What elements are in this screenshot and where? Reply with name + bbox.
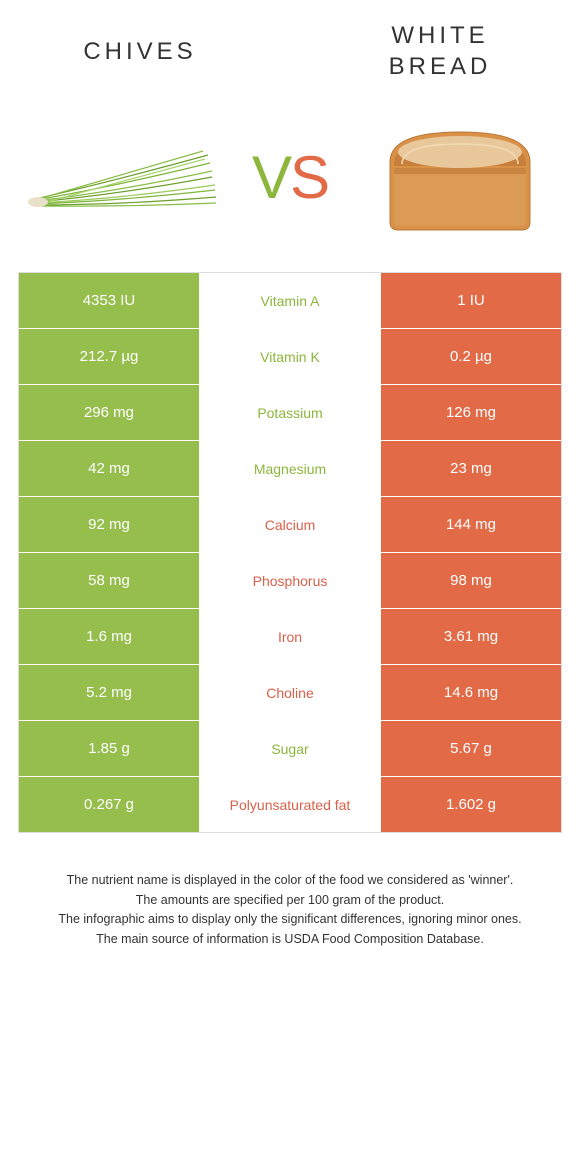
left-value: 1.6 mg bbox=[19, 609, 199, 664]
right-value: 23 mg bbox=[381, 441, 561, 496]
nutrient-label: Vitamin K bbox=[199, 329, 381, 384]
left-value: 4353 IU bbox=[19, 273, 199, 328]
right-value: 5.67 g bbox=[381, 721, 561, 776]
nutrient-label: Vitamin A bbox=[199, 273, 381, 328]
footer-line-3: The infographic aims to display only the… bbox=[18, 910, 562, 929]
table-row: 5.2 mgCholine14.6 mg bbox=[19, 664, 561, 720]
left-value: 212.7 µg bbox=[19, 329, 199, 384]
table-row: 296 mgPotassium126 mg bbox=[19, 384, 561, 440]
footer-line-2: The amounts are specified per 100 gram o… bbox=[18, 891, 562, 910]
table-row: 0.267 gPolyunsaturated fat1.602 g bbox=[19, 776, 561, 832]
table-row: 212.7 µgVitamin K0.2 µg bbox=[19, 328, 561, 384]
chives-image bbox=[20, 112, 220, 242]
right-value: 14.6 mg bbox=[381, 665, 561, 720]
nutrient-label: Calcium bbox=[199, 497, 381, 552]
table-row: 42 mgMagnesium23 mg bbox=[19, 440, 561, 496]
images-row: VS bbox=[0, 92, 580, 272]
right-value: 3.61 mg bbox=[381, 609, 561, 664]
nutrient-label: Choline bbox=[199, 665, 381, 720]
left-value: 296 mg bbox=[19, 385, 199, 440]
nutrient-label: Sugar bbox=[199, 721, 381, 776]
footer-notes: The nutrient name is displayed in the co… bbox=[0, 833, 580, 949]
left-value: 42 mg bbox=[19, 441, 199, 496]
nutrient-label: Magnesium bbox=[199, 441, 381, 496]
vs-v: V bbox=[252, 144, 290, 211]
left-value: 92 mg bbox=[19, 497, 199, 552]
table-row: 4353 IUVitamin A1 IU bbox=[19, 272, 561, 328]
right-food-title: WHITE BREAD bbox=[340, 20, 540, 82]
header: CHIVES WHITE BREAD bbox=[0, 0, 580, 92]
bread-image bbox=[360, 112, 560, 242]
left-value: 58 mg bbox=[19, 553, 199, 608]
nutrient-label: Iron bbox=[199, 609, 381, 664]
right-value: 98 mg bbox=[381, 553, 561, 608]
table-row: 1.6 mgIron3.61 mg bbox=[19, 608, 561, 664]
nutrient-table: 4353 IUVitamin A1 IU212.7 µgVitamin K0.2… bbox=[18, 272, 562, 833]
right-value: 0.2 µg bbox=[381, 329, 561, 384]
right-value: 144 mg bbox=[381, 497, 561, 552]
nutrient-label: Potassium bbox=[199, 385, 381, 440]
vs-label: VS bbox=[252, 143, 328, 212]
footer-line-1: The nutrient name is displayed in the co… bbox=[18, 871, 562, 890]
nutrient-label: Phosphorus bbox=[199, 553, 381, 608]
right-value: 1 IU bbox=[381, 273, 561, 328]
right-value: 1.602 g bbox=[381, 777, 561, 832]
table-row: 92 mgCalcium144 mg bbox=[19, 496, 561, 552]
footer-line-4: The main source of information is USDA F… bbox=[18, 930, 562, 949]
left-value: 5.2 mg bbox=[19, 665, 199, 720]
vs-s: S bbox=[290, 144, 328, 211]
right-value: 126 mg bbox=[381, 385, 561, 440]
table-row: 1.85 gSugar5.67 g bbox=[19, 720, 561, 776]
left-food-title: CHIVES bbox=[40, 36, 240, 67]
left-value: 0.267 g bbox=[19, 777, 199, 832]
nutrient-label: Polyunsaturated fat bbox=[199, 777, 381, 832]
left-value: 1.85 g bbox=[19, 721, 199, 776]
table-row: 58 mgPhosphorus98 mg bbox=[19, 552, 561, 608]
